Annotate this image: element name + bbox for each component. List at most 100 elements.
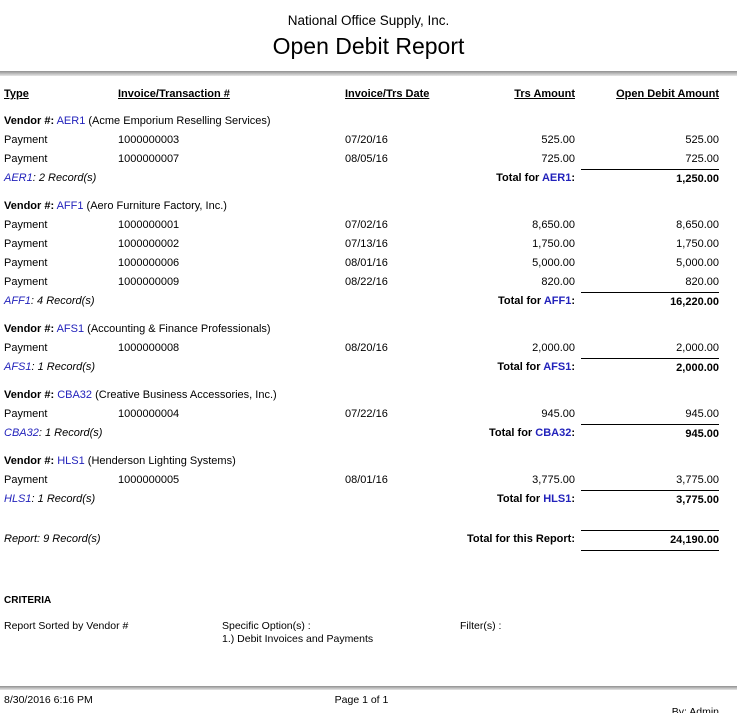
cell-invoice: 1000000005 [118,474,180,486]
vendor-group: Vendor #: HLS1 (Henderson Lighting Syste… [0,452,737,510]
group-total-amount: 16,220.00 [581,292,719,312]
group-total-code: CBA32 [535,427,572,439]
criteria-sorted-by: Report Sorted by Vendor # [4,620,129,632]
vendor-header: Vendor #: AER1 (Acme Emporium Reselling … [0,112,737,131]
criteria-options: Specific Option(s) : 1.) Debit Invoices … [222,620,460,646]
vendor-name: (Accounting & Finance Professionals) [87,323,271,335]
cell-trs-amount: 2,000.00 [532,342,575,354]
group-total-label: Total for AFF1: [498,295,575,307]
cell-date: 08/01/16 [345,474,388,486]
cell-date: 08/05/16 [345,153,388,165]
vendor-header: Vendor #: CBA32 (Creative Business Acces… [0,386,737,405]
cell-trs-amount: 8,650.00 [532,219,575,231]
cell-open-debit: 8,650.00 [676,219,719,231]
vendor-number-label: Vendor #: [4,115,55,127]
group-total-label: Total for HLS1: [496,493,575,505]
cell-date: 07/20/16 [345,134,388,146]
group-footer: AFF1: 4 Record(s) Total for AFF1: 16,220… [0,292,737,312]
vendor-code: CBA32 [57,389,93,401]
cell-invoice: 1000000006 [118,257,180,269]
payment-row: Payment 1000000009 08/22/16 820.00 820.0… [0,273,737,292]
cell-type: Payment [4,153,48,165]
cell-invoice: 1000000003 [118,134,180,146]
vendor-header: Vendor #: HLS1 (Henderson Lighting Syste… [0,452,737,471]
cell-open-debit: 945.00 [685,408,719,420]
group-record-count: AFS1: 1 Record(s) [4,358,345,378]
cell-trs-amount: 820.00 [541,276,575,288]
vendor-name: (Creative Business Accessories, Inc.) [95,389,277,401]
group-total-code: AER1 [541,172,572,184]
cell-open-debit: 2,000.00 [676,342,719,354]
payment-row: Payment 1000000005 08/01/16 3,775.00 3,7… [0,471,737,490]
cell-invoice: 1000000007 [118,153,180,165]
cell-date: 08/01/16 [345,257,388,269]
vendor-header: Vendor #: AFS1 (Accounting & Finance Pro… [0,320,737,339]
group-records-code: CBA32 [4,427,39,439]
payment-row: Payment 1000000002 07/13/16 1,750.00 1,7… [0,235,737,254]
cell-invoice: 1000000001 [118,219,180,231]
group-records-text: : 1 Record(s) [31,361,96,373]
criteria-row: Report Sorted by Vendor # Specific Optio… [4,620,719,646]
group-total-code: HLS1 [543,493,572,505]
group-records-code: AFS1 [4,361,32,373]
cell-trs-amount: 525.00 [541,134,575,146]
footer-page-number: Page 1 of 1 [334,694,389,706]
group-footer: AER1: 2 Record(s) Total for AER1: 1,250.… [0,169,737,189]
vendor-code: HLS1 [57,455,85,467]
criteria-options-label: Specific Option(s) : [222,620,311,632]
cell-trs-amount: 725.00 [541,153,575,165]
group-record-count: CBA32: 1 Record(s) [4,424,345,444]
footer-datetime: 8/30/2016 6:16 PM [4,694,93,706]
report-summary: Report: 9 Record(s) Total for this Repor… [0,530,737,551]
cell-invoice: 1000000002 [118,238,180,250]
group-records-text: : 1 Record(s) [31,493,96,505]
group-total-label: Total for CBA32: [489,427,575,439]
cell-open-debit: 3,775.00 [676,474,719,486]
payment-row: Payment 1000000004 07/22/16 945.00 945.0… [0,405,737,424]
cell-invoice: 1000000009 [118,276,180,288]
report-total-amount: 24,190.00 [581,530,719,551]
group-record-count: AFF1: 4 Record(s) [4,292,345,312]
vendor-number-label: Vendor #: [4,455,55,467]
criteria-section: CRITERIA Report Sorted by Vendor # Speci… [4,595,719,646]
payment-row: Payment 1000000008 08/20/16 2,000.00 2,0… [0,339,737,358]
vendor-group: Vendor #: AFS1 (Accounting & Finance Pro… [0,320,737,378]
cell-trs-amount: 5,000.00 [532,257,575,269]
cell-open-debit: 725.00 [685,153,719,165]
cell-trs-amount: 1,750.00 [532,238,575,250]
cell-type: Payment [4,408,48,420]
criteria-title: CRITERIA [4,595,52,606]
cell-open-debit: 820.00 [685,276,719,288]
cell-type: Payment [4,134,48,146]
cell-date: 07/22/16 [345,408,388,420]
criteria-option-item: 1.) Debit Invoices and Payments [222,633,374,645]
footer-author: By: Admin [671,706,719,713]
group-record-count: AER1: 2 Record(s) [4,169,345,189]
cell-invoice: 1000000004 [118,408,180,420]
cell-type: Payment [4,257,48,269]
group-total-amount: 3,775.00 [581,490,719,510]
cell-trs-amount: 3,775.00 [532,474,575,486]
group-records-text: : 4 Record(s) [30,295,95,307]
cell-open-debit: 525.00 [685,134,719,146]
vendor-number-label: Vendor #: [4,323,55,335]
group-total-amount: 2,000.00 [581,358,719,378]
group-footer: CBA32: 1 Record(s) Total for CBA32: 945.… [0,424,737,444]
column-header-open-debit: Open Debit Amount [616,88,719,100]
vendor-name: (Aero Furniture Factory, Inc.) [86,200,227,212]
report-total-label: Total for this Report: [467,533,575,545]
group-footer: HLS1 : 1 Record(s) Total for HLS1: 3,775.… [0,490,737,510]
criteria-filters-label: Filter(s) : [460,620,502,632]
cell-type: Payment [4,342,48,354]
footer-divider [0,686,737,690]
cell-date: 07/02/16 [345,219,388,231]
vendor-code: AER1 [56,115,86,127]
cell-type: Payment [4,474,48,486]
payment-row: Payment 1000000006 08/01/16 5,000.00 5,0… [0,254,737,273]
company-name: National Office Supply, Inc. [287,13,450,28]
cell-open-debit: 1,750.00 [676,238,719,250]
report-record-count: Report: 9 Record(s) [4,533,101,545]
vendor-code: AFF1 [56,200,84,212]
cell-type: Payment [4,276,48,288]
